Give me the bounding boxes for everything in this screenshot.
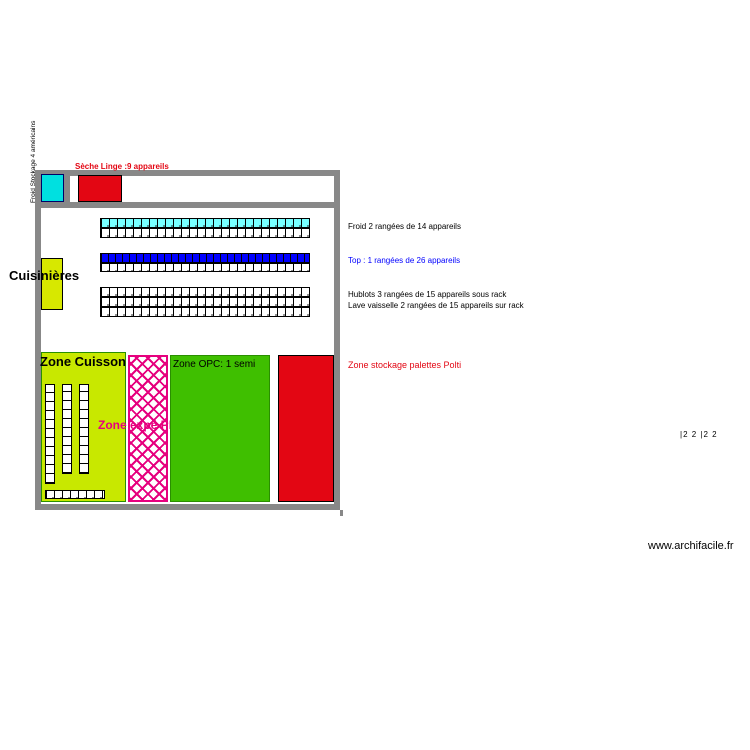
inner-wall-left	[64, 176, 70, 204]
row-hub-1	[100, 287, 310, 297]
block-cuisinieres	[41, 258, 63, 310]
label-hublots: Hublots 3 rangées de 15 appareils sous r…	[348, 290, 506, 299]
inner-wall-top	[41, 202, 334, 208]
label-froid-row: Froid 2 rangées de 14 appareils	[348, 222, 461, 231]
label-lave: Lave vaisselle 2 rangées de 15 appareils…	[348, 301, 524, 310]
row-hub-3	[100, 307, 310, 317]
label-seche-linge: Sèche Linge :9 appareils	[75, 162, 169, 171]
cuisson-col-2	[62, 384, 72, 474]
block-zone-polti	[278, 355, 334, 502]
label-zone-expe: Zone expé PF	[98, 418, 176, 432]
row-top-1	[100, 253, 310, 263]
label-zone-polti: Zone stockage palettes Polti	[348, 360, 461, 370]
cuisson-col-1	[45, 384, 55, 484]
row-froid-1	[100, 218, 310, 228]
label-froid-americains: Froid Stockage 4 américains	[30, 121, 37, 203]
tick-bottom	[340, 510, 343, 516]
row-top-2	[100, 263, 310, 272]
block-froid-americains	[41, 174, 64, 202]
watermark: www.archifacile.fr	[648, 540, 734, 552]
label-zone-cuisson: Zone Cuisson	[40, 354, 126, 369]
cuisson-row-b	[45, 490, 105, 499]
cuisson-col-3	[79, 384, 89, 474]
row-froid-2	[100, 228, 310, 238]
scale-text: |2 2 |2 2	[680, 430, 718, 439]
label-cuisinieres: Cuisinières	[9, 268, 79, 283]
row-hub-2	[100, 297, 310, 307]
block-seche-linge	[78, 175, 122, 202]
label-zone-opc: Zone OPC: 1 semi	[173, 359, 255, 370]
block-zone-opc	[170, 355, 270, 502]
label-top-row: Top : 1 rangées de 26 appareils	[348, 256, 460, 265]
